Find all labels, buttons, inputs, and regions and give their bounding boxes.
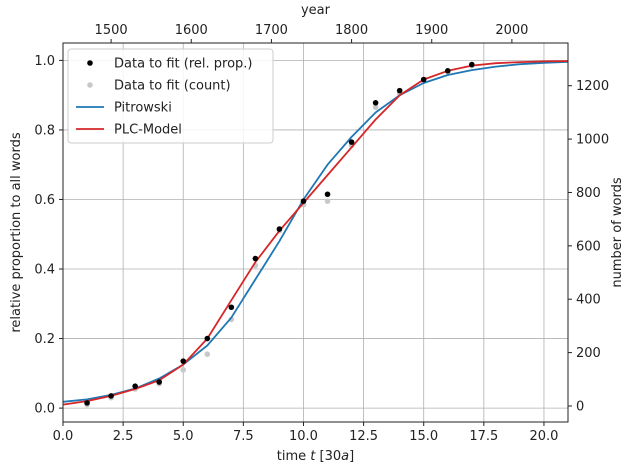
right-y-tick-label: 1000 — [576, 133, 609, 148]
data-point-data-to-fit-rel-prop — [420, 76, 427, 83]
data-point-data-to-fit-rel-prop — [132, 383, 138, 389]
legend-label: Data to fit (rel. prop.) — [114, 57, 253, 72]
data-point-data-to-fit-rel-prop — [84, 400, 90, 406]
top-x-tick-label: 1600 — [175, 23, 208, 38]
legend-marker-dot — [87, 60, 93, 66]
series-line-plc-model — [62, 60, 569, 406]
top-x-tick-label: 1700 — [255, 23, 288, 38]
top-x-tick-label: 1500 — [95, 23, 128, 38]
plot-frame — [62, 42, 569, 423]
right-y-tick-label: 800 — [576, 186, 601, 201]
right-y-tick-label: 600 — [576, 239, 601, 254]
top-x-tick-label: 2000 — [495, 23, 528, 38]
x-tick-label: 2.5 — [113, 429, 134, 444]
right-y-tick-label: 1200 — [576, 79, 609, 94]
data-point-data-to-fit-count — [324, 198, 331, 205]
top-x-tick-label: 1900 — [415, 23, 448, 38]
y-tick-label: 0.0 — [34, 402, 55, 417]
top-x-axis-label: year — [301, 3, 331, 18]
x-tick-label: 5.0 — [173, 429, 194, 444]
x-axis-label: time t [30a] — [277, 449, 354, 464]
data-point-data-to-fit-count — [372, 104, 379, 111]
data-point-data-to-fit-rel-prop — [324, 191, 331, 198]
x-tick-label: 10.0 — [289, 429, 318, 444]
x-tick-label: 12.5 — [349, 429, 378, 444]
y-tick-label: 0.6 — [34, 193, 55, 208]
y-tick-label: 0.4 — [34, 263, 55, 278]
data-point-data-to-fit-count — [180, 367, 187, 373]
x-tick-label: 15.0 — [409, 429, 438, 444]
data-point-data-to-fit-rel-prop — [108, 393, 114, 399]
x-tick-label: 0.0 — [53, 429, 74, 444]
data-point-data-to-fit-rel-prop — [396, 87, 403, 94]
data-point-data-to-fit-rel-prop — [444, 68, 451, 74]
data-point-data-to-fit-rel-prop — [300, 198, 307, 205]
grid — [62, 43, 568, 422]
data-point-data-to-fit-rel-prop — [348, 139, 355, 145]
y-tick-label: 0.8 — [34, 123, 55, 138]
data-point-data-to-fit-count — [204, 351, 211, 357]
plot-series — [62, 60, 569, 408]
series-line-pitrowski — [62, 60, 569, 403]
y-axis-label: relative proportion to all words — [9, 132, 24, 332]
x-tick-label: 20.0 — [529, 429, 558, 444]
legend-label: PLC-Model — [114, 123, 182, 138]
y-tick-label: 0.2 — [34, 332, 55, 347]
right-y-tick-label: 400 — [576, 293, 601, 308]
x-tick-label: 7.5 — [233, 429, 254, 444]
data-point-data-to-fit-rel-prop — [180, 358, 187, 364]
right-y-tick-label: 200 — [576, 346, 601, 361]
data-point-data-to-fit-rel-prop — [276, 226, 283, 232]
data-point-data-to-fit-rel-prop — [156, 379, 162, 385]
y-tick-label: 1.0 — [34, 54, 55, 69]
right-y-tick-label: 0 — [576, 399, 584, 414]
legend-label: Data to fit (count) — [114, 79, 231, 94]
data-point-data-to-fit-rel-prop — [252, 255, 259, 262]
data-point-data-to-fit-rel-prop — [372, 100, 379, 106]
legend-marker-dot — [87, 82, 93, 88]
data-point-data-to-fit-rel-prop — [228, 304, 235, 311]
top-x-tick-label: 1800 — [335, 23, 368, 38]
axes: 0.0 2.5 5.0 7.5 10.0 12.5 15.0 17.5 20.0 0.0 0.2 0.… — [34, 23, 609, 444]
data-point-data-to-fit-rel-prop — [204, 335, 211, 342]
right-y-axis-label: number of words — [610, 177, 625, 287]
legend: Data to fit (rel. prop.) Data to fit (cou… — [67, 48, 274, 144]
legend-label: Pitrowski — [114, 101, 172, 116]
legend-box — [67, 48, 274, 144]
x-tick-label: 17.5 — [469, 429, 498, 444]
data-point-data-to-fit-rel-prop — [469, 61, 475, 68]
